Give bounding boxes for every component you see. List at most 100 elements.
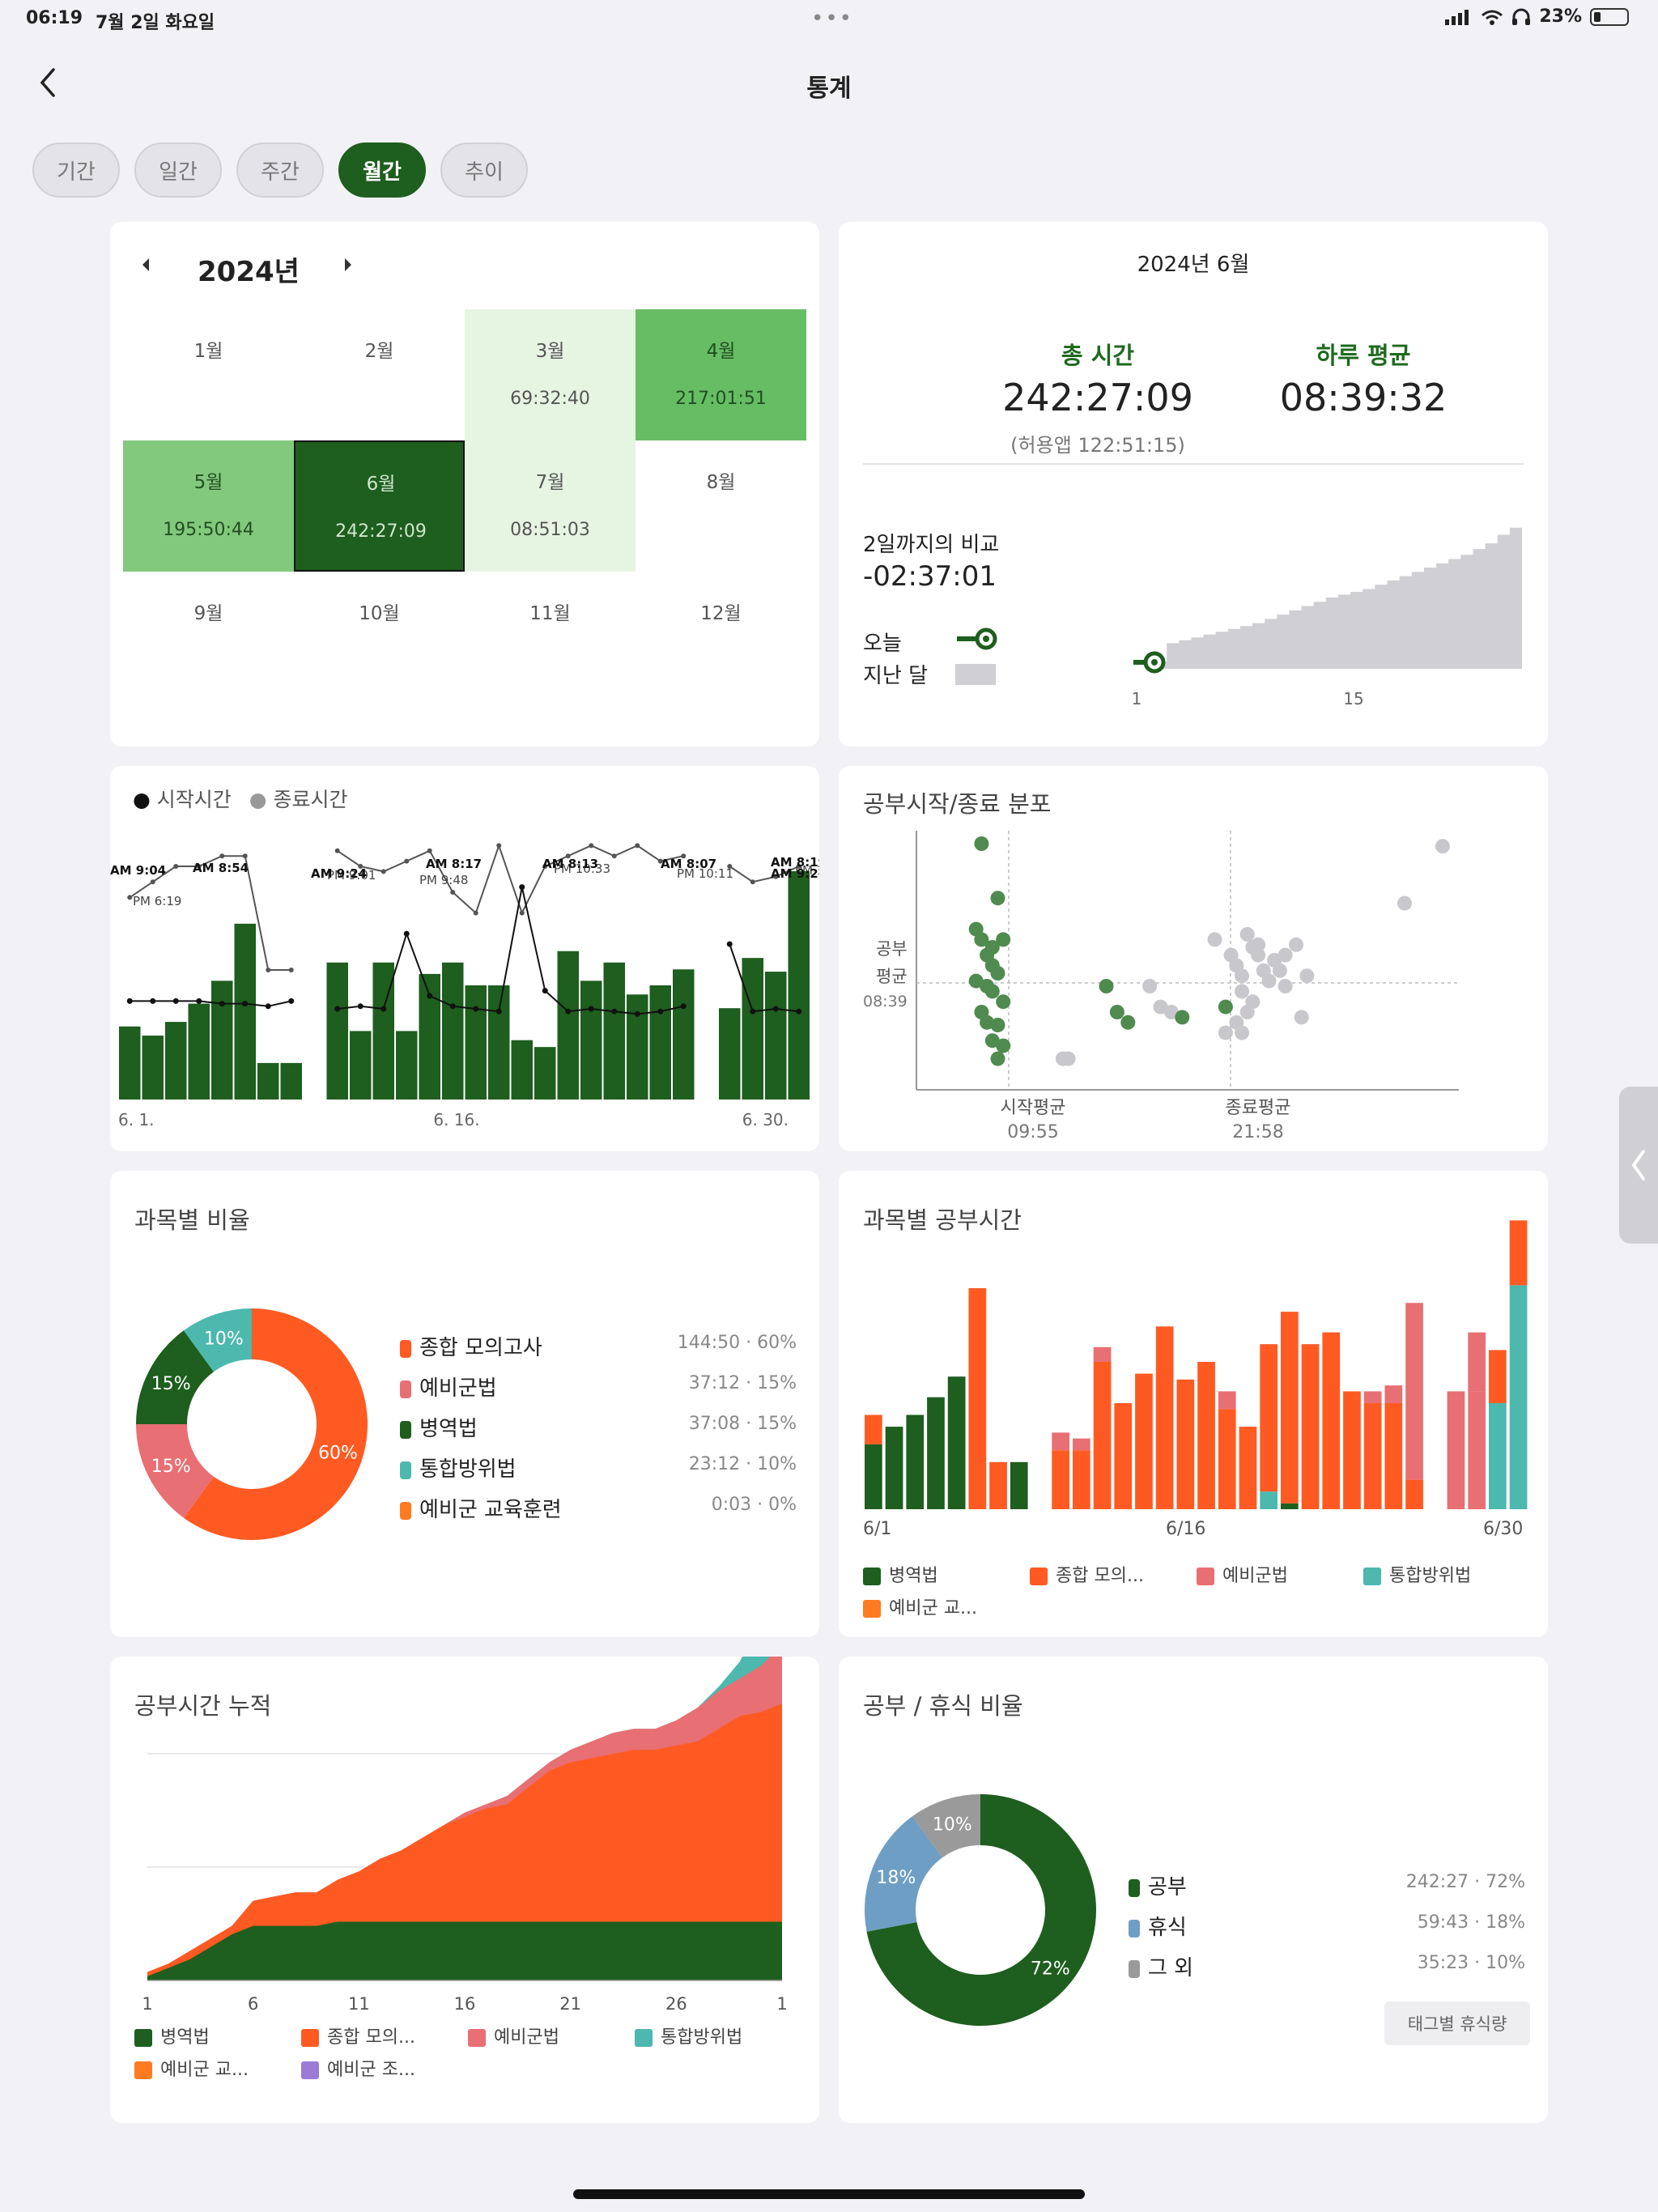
prev-year-icon[interactable] bbox=[139, 256, 152, 274]
subject-time-bar bbox=[1218, 1391, 1236, 1410]
cumulative-legend-item: 예비군 조... bbox=[301, 2055, 415, 2081]
month-cell[interactable]: 3월 69:32:40 bbox=[465, 309, 636, 440]
page-title: 통계 bbox=[806, 74, 852, 103]
total-time-value: 242:27:09 bbox=[1002, 376, 1193, 419]
subject-time-bar bbox=[1322, 1332, 1341, 1509]
start-time-point bbox=[1175, 1010, 1190, 1025]
end-time-point bbox=[1261, 973, 1277, 989]
subject-time-bar bbox=[1260, 1344, 1278, 1492]
legend-name: 병역법 bbox=[419, 1417, 478, 1441]
subject-time-bar bbox=[865, 1414, 882, 1444]
multitask-dots-icon[interactable]: ••• bbox=[811, 6, 854, 31]
study-bar bbox=[534, 1047, 556, 1100]
subject-time-bar bbox=[1155, 1326, 1174, 1509]
calendar-year: 2024년 bbox=[198, 256, 300, 288]
back-chevron-icon[interactable] bbox=[32, 66, 65, 99]
subject-time-bar bbox=[1509, 1285, 1528, 1509]
subject-time-bar bbox=[1405, 1479, 1423, 1509]
end-time-label: PM 10:33 bbox=[554, 861, 610, 876]
start-time-label: AM 8:13 bbox=[542, 857, 598, 871]
battery-percent: 23% bbox=[1539, 6, 1582, 27]
study-bar bbox=[557, 951, 579, 1100]
study-rest-card: 공부 / 휴식 비율 72% 18% 10% 공부 242:27 · 72% 휴식 59:… bbox=[839, 1657, 1548, 2123]
month-cell[interactable]: 9월 bbox=[123, 572, 294, 703]
study-rest-slice bbox=[866, 1794, 1096, 2026]
month-label: 5월 bbox=[193, 472, 223, 493]
home-indicator[interactable] bbox=[573, 2189, 1085, 2199]
next-year-icon[interactable] bbox=[342, 256, 355, 274]
wifi-icon bbox=[1482, 10, 1503, 25]
subject-ratio-slice-label: 10% bbox=[204, 1329, 244, 1349]
cumulative-x-tick: 21 bbox=[559, 1994, 581, 2014]
legend-name: 종합 모의... bbox=[327, 2027, 415, 2048]
end-time-point bbox=[1251, 937, 1266, 952]
month-cell[interactable]: 4월 217:01:51 bbox=[636, 309, 806, 440]
legend-last-month-label: 지난 달 bbox=[863, 664, 929, 688]
end-time-point bbox=[1218, 1025, 1233, 1040]
cumulative-x-tick: 26 bbox=[665, 1994, 687, 2014]
month-cell[interactable]: 12월 bbox=[636, 572, 806, 703]
st-x-label-1: 6/1 bbox=[863, 1519, 892, 1539]
tab-weekly[interactable]: 주간 bbox=[236, 143, 324, 198]
month-grid: 1월 2월 3월 69:32:40 4월 217:01:51 5월 195:50:44 6월 24… bbox=[123, 309, 806, 703]
study-bar bbox=[488, 985, 510, 1100]
start-time-label: AM 9:04 bbox=[110, 863, 166, 878]
last-month-area bbox=[1154, 527, 1522, 669]
tab-period[interactable]: 기간 bbox=[32, 143, 120, 198]
study-bar bbox=[627, 994, 648, 1100]
subject-time-legend-item: 종합 모의... bbox=[1030, 1561, 1144, 1587]
subject-time-bar bbox=[865, 1444, 882, 1509]
subject-time-bar bbox=[1073, 1450, 1090, 1509]
study-bar bbox=[234, 923, 256, 1100]
month-cell[interactable]: 7월 08:51:03 bbox=[465, 440, 636, 572]
legend-value: 242:27 · 72% bbox=[1405, 1872, 1525, 1892]
subject-time-legend-item: 예비군법 bbox=[1197, 1561, 1288, 1587]
month-cell[interactable]: 8월 bbox=[636, 440, 806, 572]
legend-name: 예비군 조... bbox=[327, 2060, 415, 2080]
cumulative-legend-item: 병역법 bbox=[134, 2023, 210, 2048]
summary-divider bbox=[863, 463, 1524, 465]
study-bar bbox=[165, 1022, 187, 1100]
end-time-point bbox=[1239, 1005, 1255, 1019]
month-cell[interactable]: 6월 242:27:09 bbox=[294, 440, 465, 572]
tab-daily[interactable]: 일간 bbox=[134, 143, 222, 198]
study-bar bbox=[788, 871, 810, 1100]
legend-start-label: 시작시간 bbox=[156, 788, 232, 811]
study-rest-slice-label: 18% bbox=[876, 1868, 916, 1888]
tab-monthly[interactable]: 월간 bbox=[338, 143, 426, 198]
legend-value: 23:12 · 10% bbox=[688, 1454, 797, 1474]
legend-swatch bbox=[400, 1461, 411, 1479]
legend-today-label: 오늘 bbox=[863, 632, 902, 656]
start-time-point bbox=[990, 1018, 1005, 1032]
subject-time-bar bbox=[1239, 1427, 1257, 1509]
avg-label-2: 평균 bbox=[876, 967, 908, 986]
subject-ratio-card: 과목별 비율 60% 15% 15% 10% 종합 모의고사 144:50 · 60% 예… bbox=[110, 1171, 819, 1637]
cumulative-legend-item: 예비군법 bbox=[468, 2023, 559, 2048]
month-label: 9월 bbox=[193, 603, 223, 624]
month-cell[interactable]: 11월 bbox=[465, 572, 636, 703]
today-marker-dot bbox=[1151, 659, 1158, 666]
tab-trend[interactable]: 추이 bbox=[440, 143, 528, 198]
start-time-line bbox=[337, 887, 684, 1015]
legend-swatch bbox=[863, 1600, 881, 1618]
end-time-point bbox=[1142, 979, 1158, 993]
start-avg-label: 시작평균 bbox=[1000, 1098, 1066, 1118]
compare-value: -02:37:01 bbox=[863, 560, 997, 593]
subject-ratio-slice bbox=[183, 1308, 252, 1372]
legend-end-dot: ● bbox=[249, 788, 267, 811]
end-time-point bbox=[1299, 968, 1315, 984]
start-time-point bbox=[990, 1051, 1005, 1066]
month-cell[interactable]: 1월 bbox=[123, 309, 294, 440]
subject-time-bar bbox=[1073, 1438, 1090, 1451]
month-cell[interactable]: 5월 195:50:44 bbox=[123, 440, 294, 572]
legend-name: 그 외 bbox=[1148, 1956, 1194, 1980]
subject-time-bar bbox=[989, 1461, 1007, 1509]
side-panel-handle[interactable] bbox=[1619, 1087, 1658, 1244]
month-cell[interactable]: 2월 bbox=[294, 309, 465, 440]
month-cell[interactable]: 10월 bbox=[294, 572, 465, 703]
rest-by-tag-button[interactable]: 태그별 휴식량 bbox=[1384, 2001, 1530, 2045]
legend-swatch bbox=[635, 2029, 653, 2047]
study-bar bbox=[719, 1008, 741, 1100]
subject-time-bar bbox=[947, 1376, 966, 1509]
study-rest-legend: 공부 242:27 · 72% 휴식 59:43 · 18% 그 외 35:23 · 10… bbox=[1129, 1870, 1525, 1992]
